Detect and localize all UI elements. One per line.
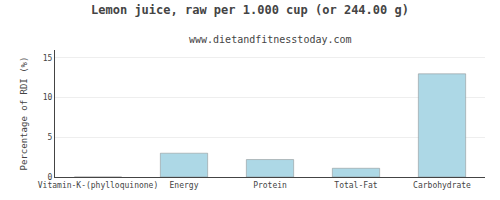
svg-text:10: 10	[43, 93, 53, 102]
svg-text:Lemon juice, raw per 1.000 cup: Lemon juice, raw per 1.000 cup (or 244.0…	[91, 3, 409, 17]
svg-text:Protein: Protein	[253, 181, 287, 190]
svg-text:Energy: Energy	[170, 181, 199, 190]
svg-text:www.dietandfitnesstoday.com: www.dietandfitnesstoday.com	[189, 34, 352, 45]
svg-text:Vitamin-K-(phylloquinone): Vitamin-K-(phylloquinone)	[38, 181, 158, 190]
svg-text:5: 5	[48, 133, 53, 142]
svg-text:0: 0	[48, 173, 53, 182]
svg-text:Carbohydrate: Carbohydrate	[413, 181, 471, 190]
svg-text:15: 15	[43, 54, 53, 63]
svg-text:Total-Fat: Total-Fat	[334, 181, 378, 190]
svg-text:Percentage of RDI (%): Percentage of RDI (%)	[19, 57, 29, 171]
